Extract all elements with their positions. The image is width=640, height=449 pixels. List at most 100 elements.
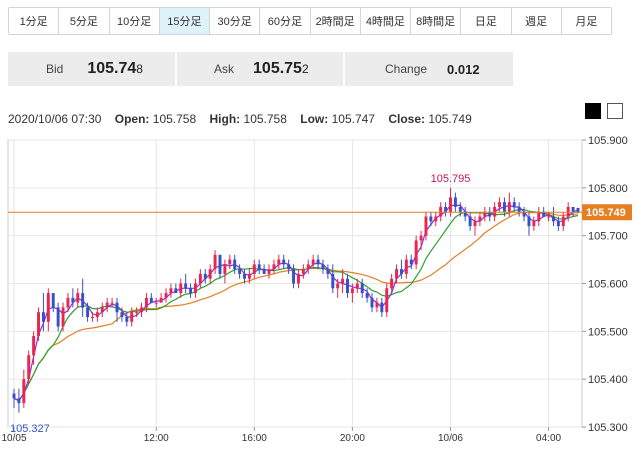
close-value: 105.749	[428, 112, 472, 126]
y-tick-label: 105.300	[588, 422, 628, 434]
y-tick-label: 105.600	[588, 279, 628, 291]
candle-body	[424, 216, 428, 236]
y-tick-label: 105.800	[588, 183, 628, 195]
candle-body	[66, 297, 70, 308]
change-value: 0.012	[447, 61, 480, 77]
candle-body	[537, 211, 541, 222]
candle-body	[105, 302, 109, 308]
candle-body	[522, 211, 526, 217]
ask-value: 105.752	[253, 60, 309, 78]
current-price-tag	[582, 204, 632, 221]
candle-body	[154, 302, 158, 304]
candle-body	[233, 259, 237, 270]
candle-body	[292, 269, 296, 284]
candle-body	[228, 259, 232, 265]
bid-value: 105.748	[87, 60, 143, 78]
change-cell: Change 0.012	[345, 52, 513, 86]
timeframe-tab[interactable]: 4時間足	[360, 8, 411, 34]
timeframe-tab[interactable]: 10分足	[109, 8, 160, 34]
candle-body	[193, 283, 197, 294]
candle-body	[252, 264, 256, 274]
timeframe-tab[interactable]: 週足	[511, 8, 562, 34]
high-value: 105.758	[243, 112, 287, 126]
x-tick-label: 12:00	[144, 433, 169, 444]
candle-body	[22, 379, 26, 404]
candle-body	[41, 312, 45, 322]
candle-body	[125, 316, 129, 322]
candle-body	[473, 221, 477, 227]
candle-body	[37, 312, 40, 337]
price-chart[interactable]: 105.900 105.800 105.700 105.600 105.500 105.4…	[0, 130, 640, 449]
candle-body	[380, 302, 384, 313]
ohlc-info: 2020/10/06 07:30 Open: 105.758 High: 105…	[8, 112, 472, 126]
close-label: Close:	[388, 112, 426, 126]
ask-label: Ask	[214, 62, 235, 76]
timeframe-tab[interactable]: 30分足	[210, 8, 261, 34]
candle-body	[100, 307, 104, 313]
candle-body	[189, 288, 193, 294]
candle-body	[51, 293, 55, 308]
candle-body	[76, 293, 80, 303]
ask-pip: 2	[301, 62, 309, 76]
candle-body	[218, 254, 222, 274]
open-value: 105.758	[152, 112, 197, 126]
x-tick-label: 04:00	[536, 433, 561, 444]
bid-main: 105.74	[87, 60, 137, 77]
candle-body	[223, 264, 227, 274]
candle-body	[556, 221, 560, 227]
candle-body	[385, 288, 389, 313]
timeframe-tab[interactable]: 月足	[561, 8, 611, 34]
candle-body	[27, 355, 31, 380]
candle-body	[203, 273, 207, 279]
timeframe-tab[interactable]: 日足	[461, 8, 512, 34]
low-label: Low:	[300, 112, 329, 126]
candle-body	[360, 283, 364, 294]
timeframe-tab[interactable]: 15分足	[159, 8, 210, 34]
timeframe-tab[interactable]: 60分足	[260, 8, 311, 34]
candle-body	[453, 197, 457, 207]
candle-body	[527, 216, 531, 227]
light-theme-button[interactable]	[607, 103, 623, 119]
candle-body	[56, 307, 60, 327]
candle-body	[247, 273, 251, 279]
timeframe-tabs: 1分足 5分足 10分足 15分足 30分足 60分足 2時間足 4時間足 8時間足 日足 週足 月足	[8, 7, 612, 35]
timeframe-tab[interactable]: 5分足	[59, 8, 110, 34]
candle-body	[444, 206, 448, 212]
candle-body	[552, 216, 555, 222]
candle-body	[257, 264, 261, 270]
candle-body	[135, 312, 139, 314]
candle-body	[395, 269, 399, 279]
candle-body	[502, 202, 506, 212]
current-price-label: 105.749	[586, 207, 626, 219]
candle-body	[169, 288, 173, 294]
candle-body	[571, 206, 575, 212]
candle-body	[184, 283, 188, 289]
candle-body	[277, 259, 281, 265]
candle-body	[321, 264, 325, 270]
timeframe-tab[interactable]: 1分足	[9, 8, 60, 34]
candle-body	[267, 269, 271, 274]
candle-body	[404, 259, 408, 274]
bid-cell: Bid 105.748	[8, 52, 175, 86]
candle-body	[429, 216, 433, 222]
change-label: Change	[385, 62, 428, 76]
bid-pip: 8	[136, 62, 143, 76]
candle-body	[213, 254, 217, 270]
timeframe-tab[interactable]: 2時間足	[310, 8, 361, 34]
candle-body	[301, 269, 305, 274]
candle-body	[311, 259, 315, 265]
high-label: High:	[209, 112, 241, 126]
candle-body	[243, 273, 246, 279]
candle-body	[414, 240, 418, 265]
candle-body	[164, 293, 168, 298]
candle-body	[434, 216, 438, 222]
timeframe-tab[interactable]: 8時間足	[411, 8, 462, 34]
dark-theme-button[interactable]	[585, 103, 601, 119]
candle-body	[32, 336, 36, 356]
x-tick-label: 10/05	[1, 433, 26, 444]
candle-body	[95, 312, 99, 317]
candle-body	[17, 398, 21, 404]
quote-panel: Bid 105.748 Ask 105.752 Change 0.012	[8, 52, 513, 86]
candle-body	[576, 207, 580, 213]
candle-body	[149, 297, 153, 303]
